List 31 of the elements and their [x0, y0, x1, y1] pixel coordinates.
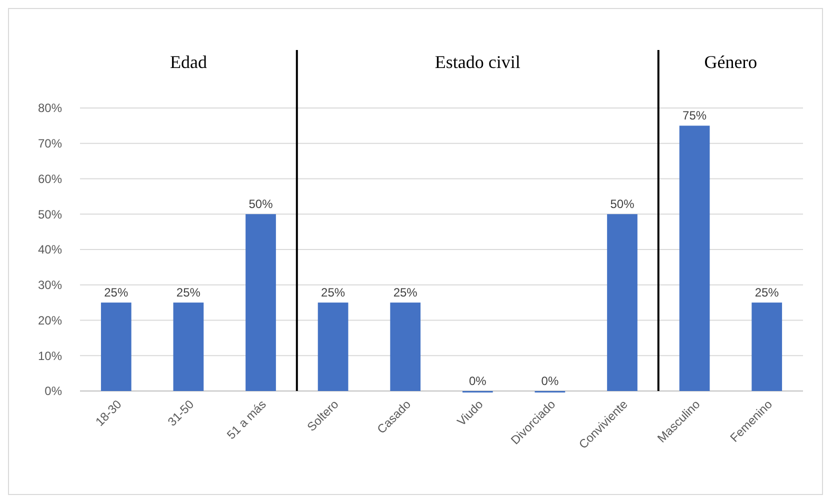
bar [607, 214, 638, 391]
text: Edad [170, 52, 207, 72]
bar [318, 302, 348, 391]
bar [752, 302, 782, 391]
data-label: 25% [393, 286, 418, 300]
data-label: 50% [610, 197, 635, 212]
y-tick-label: 70% [38, 136, 62, 151]
data-label: 0% [468, 374, 487, 388]
y-tick-label: 20% [38, 313, 62, 328]
y-tick-label: 0% [44, 384, 62, 398]
bar [679, 126, 710, 391]
y-tick-label: 30% [38, 278, 62, 292]
y-tick-label: 60% [38, 172, 62, 186]
y-tick-label: 50% [38, 207, 62, 222]
data-label: 0% [541, 374, 559, 388]
data-label: 75% [682, 108, 707, 123]
data-label: 25% [176, 286, 201, 300]
bar [390, 302, 421, 391]
y-tick-label: 80% [38, 101, 62, 116]
text: Género [704, 52, 758, 72]
y-tick-label: 40% [38, 242, 62, 257]
bar [100, 302, 132, 391]
text: Estado civil [434, 52, 520, 72]
x-tick-label: 51 a más [224, 397, 269, 442]
data-label: 25% [104, 286, 128, 300]
data-label: 50% [248, 197, 274, 212]
y-tick-label: 10% [38, 348, 62, 363]
data-label: 25% [321, 286, 346, 300]
data-label: 25% [754, 286, 780, 300]
bar [173, 302, 204, 391]
bar [246, 214, 276, 391]
